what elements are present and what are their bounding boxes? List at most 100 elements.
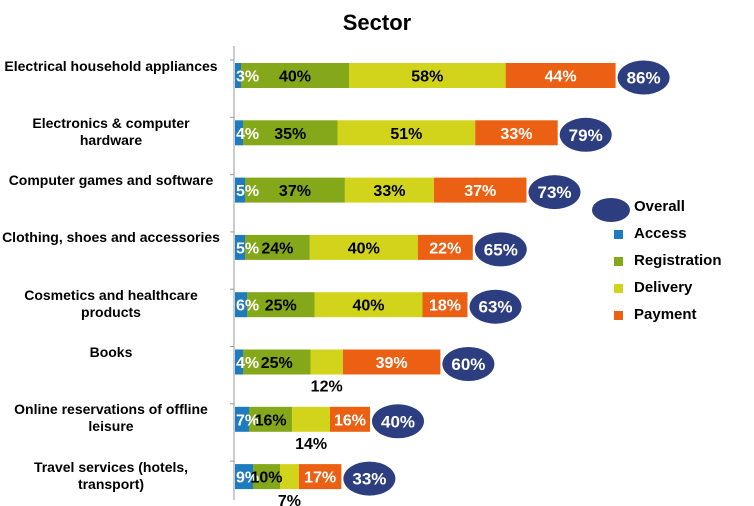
data-label-payment: 18% xyxy=(429,298,461,315)
category-label: Cosmetics and healthcare products xyxy=(24,286,198,320)
data-label-payment: 39% xyxy=(376,355,408,372)
bar-segment-access xyxy=(235,177,245,203)
data-label-registration: 16% xyxy=(255,412,287,429)
overall-marker xyxy=(474,232,527,267)
bar-segment-delivery xyxy=(349,63,506,88)
data-label-access: 6% xyxy=(236,298,259,315)
bar-segment-payment xyxy=(505,63,616,88)
legend-label: Payment xyxy=(634,306,697,323)
bar-segment-access xyxy=(235,63,241,88)
bar-segment-registration xyxy=(241,63,349,88)
bar-segment-delivery xyxy=(309,234,418,260)
data-label-delivery: 14% xyxy=(295,436,327,453)
legend-swatch xyxy=(614,257,623,266)
bar-segment-delivery xyxy=(314,292,423,318)
data-label-overall: 79% xyxy=(569,126,603,145)
bar-segment-delivery xyxy=(292,406,330,432)
overall-marker xyxy=(442,347,495,381)
data-label-overall: 33% xyxy=(352,470,386,489)
legend-swatch xyxy=(614,230,623,239)
category-label: Books xyxy=(89,344,133,360)
bar-segment-registration xyxy=(245,234,310,260)
bar-segment-registration xyxy=(253,464,280,490)
category-label: Clothing, shoes and accessories xyxy=(2,229,220,246)
bar-segment-payment xyxy=(330,406,370,432)
legend-label: Access xyxy=(634,225,687,242)
category-label: Electronics & computer hardware xyxy=(32,114,190,148)
bar-segment-access xyxy=(235,406,249,432)
data-label-payment: 37% xyxy=(464,183,496,200)
category-label: Online reservations of offline leisure xyxy=(14,401,208,435)
data-label-delivery: 40% xyxy=(348,240,380,257)
data-label-overall: 63% xyxy=(478,298,512,317)
data-label-overall: 40% xyxy=(381,412,415,431)
bar-segment-access xyxy=(235,349,243,375)
data-label-registration: 35% xyxy=(274,126,306,143)
data-label-overall: 73% xyxy=(537,183,571,202)
bar-segment-delivery xyxy=(344,177,434,203)
legend-swatch xyxy=(614,284,623,293)
data-label-registration: 24% xyxy=(261,240,293,257)
data-label-delivery: 58% xyxy=(411,69,443,86)
data-label-access: 7% xyxy=(236,412,259,429)
data-label-delivery: 7% xyxy=(278,493,301,506)
legend-ellipse-swatch xyxy=(592,198,630,222)
data-label-payment: 16% xyxy=(334,412,366,429)
bar-segment-access xyxy=(235,292,247,318)
data-label-access: 3% xyxy=(236,69,259,86)
legend-label: Delivery xyxy=(634,279,693,296)
data-label-registration: 37% xyxy=(279,183,311,200)
bar-segment-registration xyxy=(245,177,345,203)
data-label-registration: 10% xyxy=(250,470,282,487)
data-label-registration: 40% xyxy=(279,69,311,86)
bar-segment-payment xyxy=(475,120,558,146)
category-label: Travel services (hotels, transport) xyxy=(33,458,189,492)
data-label-payment: 33% xyxy=(500,126,532,143)
bar-segment-registration xyxy=(243,120,338,146)
data-label-overall: 65% xyxy=(484,240,518,259)
chart-title: Sector xyxy=(342,10,412,35)
bar-segment-delivery xyxy=(310,349,343,375)
data-label-payment: 17% xyxy=(304,470,336,487)
bar-segment-payment xyxy=(342,349,441,375)
overall-marker xyxy=(559,117,612,152)
legend-label: Registration xyxy=(634,252,722,269)
data-label-delivery: 33% xyxy=(373,183,405,200)
data-label-payment: 44% xyxy=(545,69,577,86)
overall-marker xyxy=(343,461,396,496)
overall-marker xyxy=(617,60,670,95)
bar-segment-access xyxy=(235,234,245,260)
data-label-access: 5% xyxy=(236,183,259,200)
data-label-delivery: 40% xyxy=(352,298,384,315)
overall-marker xyxy=(469,289,522,324)
bar-segment-payment xyxy=(434,177,527,203)
data-label-access: 4% xyxy=(236,126,259,143)
bar-segment-delivery xyxy=(280,464,299,490)
data-label-access: 5% xyxy=(236,240,259,257)
data-label-payment: 22% xyxy=(429,240,461,257)
data-label-overall: 60% xyxy=(451,355,485,374)
bar-segment-payment xyxy=(417,234,473,260)
data-label-delivery: 51% xyxy=(390,126,422,143)
data-label-overall: 86% xyxy=(627,69,661,88)
bar-segment-registration xyxy=(249,406,293,432)
data-label-access: 9% xyxy=(236,470,259,487)
bar-segment-delivery xyxy=(337,120,476,146)
category-label: Electrical household appliances xyxy=(4,57,218,74)
category-label: Computer games and software xyxy=(8,172,214,189)
legend-swatch xyxy=(614,311,623,320)
bar-segment-access xyxy=(235,120,243,146)
bar-segment-payment xyxy=(298,464,342,490)
bar-segment-payment xyxy=(422,292,468,318)
bar-segment-registration xyxy=(247,292,315,318)
overall-marker xyxy=(372,404,424,439)
legend-label: Overall xyxy=(634,198,685,215)
data-label-registration: 25% xyxy=(261,355,293,372)
bar-segment-registration xyxy=(243,349,311,375)
data-label-registration: 25% xyxy=(265,298,297,315)
bar-segment-access xyxy=(235,464,253,490)
overall-marker xyxy=(528,175,581,210)
data-label-delivery: 12% xyxy=(311,379,343,396)
